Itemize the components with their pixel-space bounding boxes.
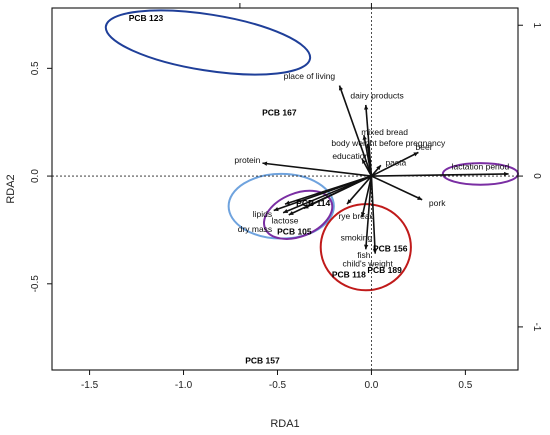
species-label-pcb-114: PCB 114 <box>296 198 330 208</box>
y-tick-label: 0.0 <box>30 169 41 183</box>
arrowhead-body-weight-before-pregnancy <box>366 143 371 149</box>
vector-label-dry-mass: dry mass <box>238 224 272 234</box>
vector-smoking <box>361 175 373 218</box>
grouping-ellipse-2 <box>263 189 334 240</box>
vector-label-lactose: lactose <box>272 215 299 225</box>
zero-lines <box>52 8 518 370</box>
vector-label-pasta: pasta <box>385 157 406 167</box>
vector-pork <box>371 175 423 201</box>
species-label-pcb-167: PCB 167 <box>262 108 297 118</box>
vector-fish <box>365 176 373 250</box>
x-axis-label: RDA1 <box>270 418 299 430</box>
arrowhead-fish <box>363 244 369 250</box>
vector-child-s-weight <box>370 176 376 254</box>
right-tick-label: 0 <box>531 173 542 179</box>
arrowhead-mixed-bread <box>362 135 367 140</box>
arrowhead-dairy-products <box>363 104 369 110</box>
vector-label-protein: protein <box>234 155 260 165</box>
arrowhead-education <box>362 158 367 164</box>
species-label-pcb-123: PCB 123 <box>129 13 164 23</box>
arrowhead-lipids <box>273 206 279 212</box>
species-label-pcb-189: PCB 189 <box>367 265 402 275</box>
vector-protein <box>262 162 372 177</box>
vector-label-beer: beer <box>416 142 433 152</box>
vector-label-place-of-living: place of living <box>284 71 336 81</box>
species-label-pcb-157: PCB 157 <box>245 356 280 366</box>
vector-label-mixed-bread: mixed bread <box>361 127 408 137</box>
vector-label-rye-bread: rye bread <box>338 211 374 221</box>
axes-layer: -1.5 -1.0 -0.5 0.0 0.5 -0.5 0.0 0.5 1 0 -1 <box>30 3 542 391</box>
arrowhead-pcb-105 <box>303 204 309 209</box>
x-tick-label: 0.0 <box>364 380 378 391</box>
arrowhead-lactose <box>283 208 289 213</box>
vector-pcb-105 <box>303 175 372 210</box>
vector-rye-bread <box>346 175 373 205</box>
arrowhead-dry-mass <box>288 210 294 215</box>
y-axis-label: RDA2 <box>5 174 17 203</box>
vector-label-layer: place of living dairy products mixed bread… <box>234 71 509 268</box>
vector-layer <box>262 85 509 254</box>
arrowhead-pcb-114 <box>285 200 290 205</box>
x-tick-label: -0.5 <box>269 380 287 391</box>
vector-lactation-period <box>371 173 509 177</box>
vector-body-weight-before-pregnancy <box>366 143 373 177</box>
arrowhead-lactation-period <box>504 171 509 177</box>
x-tick-label: -1.5 <box>81 380 99 391</box>
right-tick-label: 1 <box>531 22 542 28</box>
arrowhead-pasta <box>376 165 381 171</box>
y-tick-label: 0.5 <box>30 61 41 75</box>
arrowhead-smoking <box>360 212 366 218</box>
vector-label-smoking: smoking <box>341 233 373 243</box>
vector-label-pork: pork <box>429 198 446 208</box>
vector-label-lactation-period: lactation period <box>452 162 510 172</box>
vector-place-of-living <box>338 85 373 177</box>
arrowhead-rye-bread <box>347 199 352 205</box>
arrowhead-beer <box>413 152 419 157</box>
species-label-pcb-156: PCB 156 <box>373 243 408 253</box>
x-tick-label: 0.5 <box>458 380 472 391</box>
arrowhead-protein <box>262 161 268 166</box>
plot-frame <box>51 7 519 371</box>
ellipse-layer <box>104 9 519 292</box>
right-tick-label: -1 <box>531 322 542 331</box>
x-tick-label: -1.0 <box>175 380 193 391</box>
arrowhead-place-of-living <box>338 85 344 91</box>
vector-label-education: education <box>332 151 369 161</box>
vector-label-fish: fish <box>357 250 371 260</box>
arrowhead-pork <box>417 195 423 200</box>
vector-label-body-weight-before-pregnancy: body weight before pregnancy <box>331 138 446 148</box>
vector-label-child-s-weight: child's weight <box>343 259 394 269</box>
grouping-ellipse-0 <box>104 9 312 76</box>
arrowhead-child-s-weight <box>372 249 378 254</box>
vector-label-dairy-products: dairy products <box>350 91 403 101</box>
species-label-pcb-118: PCB 118 <box>332 269 366 279</box>
vector-label-lipids: lipids <box>253 209 272 219</box>
y-tick-label: -0.5 <box>30 275 41 293</box>
species-label-layer: PCB 123 PCB 167 PCB 114 PCB 105 PCB 156 PCB 1… <box>129 13 408 366</box>
vector-beer <box>371 151 419 177</box>
vector-lipids <box>273 175 372 212</box>
species-label-pcb-105: PCB 105 <box>277 226 312 236</box>
